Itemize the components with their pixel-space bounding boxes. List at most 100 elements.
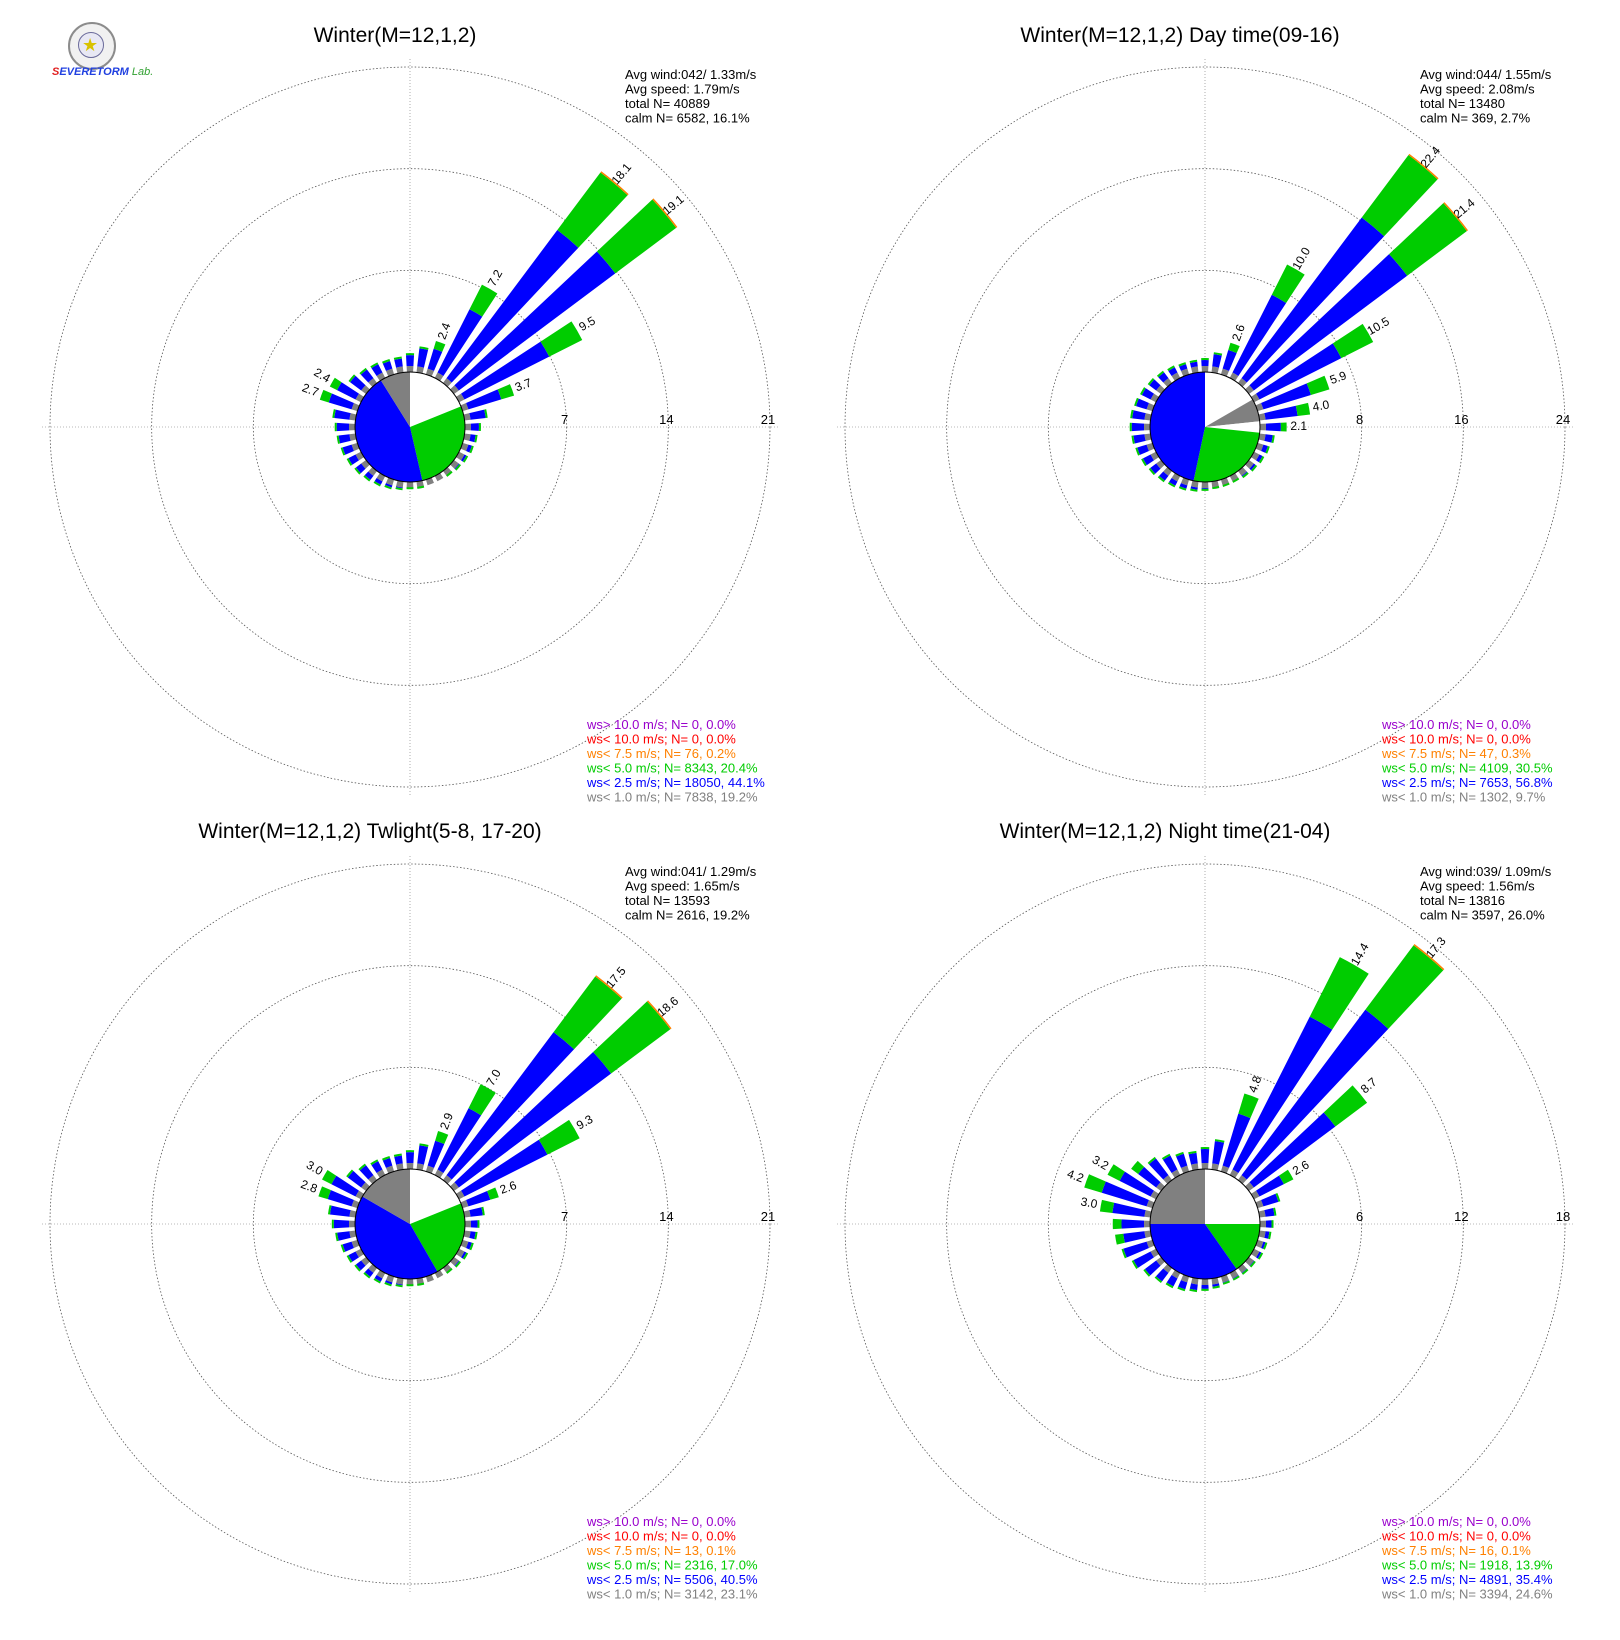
petal-segment	[466, 444, 472, 453]
petal-segment	[593, 1001, 671, 1074]
calm-sector-green	[410, 406, 465, 481]
petal-segment	[1249, 1260, 1256, 1268]
calm-sector-blue	[355, 1196, 438, 1279]
petal-segment	[1200, 1148, 1210, 1164]
petal-segment	[1200, 1146, 1210, 1150]
range-ring	[49, 66, 771, 788]
petal-segment	[1190, 488, 1198, 492]
petal-segment	[427, 348, 443, 371]
petal-segment	[463, 1210, 471, 1218]
petal-segment	[329, 1205, 351, 1217]
petal-segment	[373, 481, 381, 487]
petal-segment	[462, 1252, 469, 1260]
petal-segment	[1150, 463, 1161, 474]
petal-segment	[346, 458, 353, 466]
petal-segment	[1259, 1220, 1266, 1228]
petal-segment	[1144, 1260, 1161, 1276]
petal-segment	[368, 1175, 378, 1184]
petal-segment	[1259, 423, 1266, 431]
petal-segment	[540, 321, 583, 357]
petal-segment	[450, 385, 459, 395]
petal-segment	[1228, 342, 1240, 354]
petal-segment	[470, 1220, 478, 1228]
petal-segment	[405, 1152, 415, 1164]
chart-title: Winter(M=12,1,2) Twlight(5-8, 17-20)	[198, 820, 541, 843]
petal-segment	[1241, 1268, 1248, 1274]
calm-sector-white	[410, 372, 461, 427]
petal-segment	[1256, 1175, 1284, 1197]
petal-segment	[346, 1169, 354, 1178]
petal-segment	[1177, 1286, 1186, 1292]
petal-segment	[338, 434, 351, 444]
petal-segment	[1258, 456, 1265, 464]
petal-segment	[1136, 398, 1149, 410]
petal-segment	[1249, 254, 1408, 391]
petal-label: 2.6	[498, 1178, 519, 1197]
petal-segment	[469, 1242, 474, 1251]
petal-segment	[1261, 383, 1311, 410]
petal-segment	[1179, 364, 1188, 371]
range-ring	[946, 168, 1464, 686]
petal-label: 5.9	[1328, 368, 1349, 387]
petal-segment	[1132, 410, 1146, 420]
petal-segment	[333, 1219, 350, 1229]
petal-segment	[464, 1220, 471, 1228]
petal-segment	[647, 1000, 672, 1030]
range-ring	[946, 965, 1464, 1483]
petal-segment	[1241, 217, 1385, 383]
petal-segment	[1232, 1016, 1333, 1173]
petal-segment	[347, 1170, 366, 1188]
petal-segment	[1212, 1285, 1220, 1289]
range-ring	[252, 269, 568, 585]
petal-segment	[1167, 481, 1176, 488]
petal-segment	[337, 382, 359, 400]
petal-segment	[340, 1244, 346, 1253]
ring-tick-label: 6	[1356, 1209, 1363, 1224]
stats-line: Avg wind:041/ 1.29m/s	[625, 864, 757, 879]
chart-title: Winter(M=12,1,2) Day time(09-16)	[1020, 24, 1339, 47]
petal-segment	[1245, 1182, 1254, 1192]
seal-icon: ★	[68, 22, 116, 70]
petal-segment	[454, 1052, 612, 1188]
petal-segment	[337, 1231, 351, 1241]
petal-segment	[342, 1241, 354, 1252]
petal-segment	[1189, 361, 1198, 368]
petal-segment	[334, 409, 351, 420]
petal-segment	[405, 353, 415, 356]
petal-segment	[1112, 1202, 1146, 1217]
petal-segment	[1201, 481, 1209, 488]
petal-segment	[469, 1207, 483, 1217]
petal-segment	[361, 1182, 370, 1192]
petal-label: 4.0	[1311, 397, 1330, 414]
petal-segment	[538, 1119, 580, 1155]
petal-segment	[461, 1139, 548, 1197]
petal-segment	[437, 309, 483, 376]
petal-segment	[497, 384, 515, 400]
petal-segment	[1263, 1242, 1268, 1250]
petal-segment	[454, 1260, 462, 1268]
petal-segment	[348, 1251, 359, 1262]
petal-segment	[1256, 1251, 1262, 1259]
petal-segment	[1242, 472, 1249, 479]
range-ring	[151, 965, 669, 1483]
petal-segment	[1130, 409, 1134, 419]
petal-label: 2.4	[435, 320, 454, 341]
petal-segment	[1107, 1164, 1125, 1181]
petal-segment	[652, 198, 678, 228]
legend-entry: ws< 7.5 m/s; N= 16, 0.1%	[1381, 1543, 1531, 1558]
petal-segment	[1149, 379, 1161, 391]
petal-segment	[1201, 1278, 1209, 1285]
range-ring	[1047, 1066, 1363, 1382]
petal-segment	[1166, 1275, 1178, 1287]
petal-segment	[1249, 1260, 1255, 1267]
petal-label: 9.3	[574, 1112, 596, 1133]
range-ring	[844, 863, 1566, 1585]
petal-label: 8.7	[1358, 1075, 1380, 1097]
petal-segment	[1271, 435, 1275, 444]
petal-segment	[359, 1165, 374, 1180]
petal-segment	[416, 1163, 424, 1171]
chart-title: Winter(M=12,1,2)	[314, 24, 477, 47]
stats-line: calm N= 2616, 19.2%	[625, 908, 750, 923]
petal-segment	[1099, 1199, 1115, 1213]
petal-segment	[1245, 385, 1254, 395]
